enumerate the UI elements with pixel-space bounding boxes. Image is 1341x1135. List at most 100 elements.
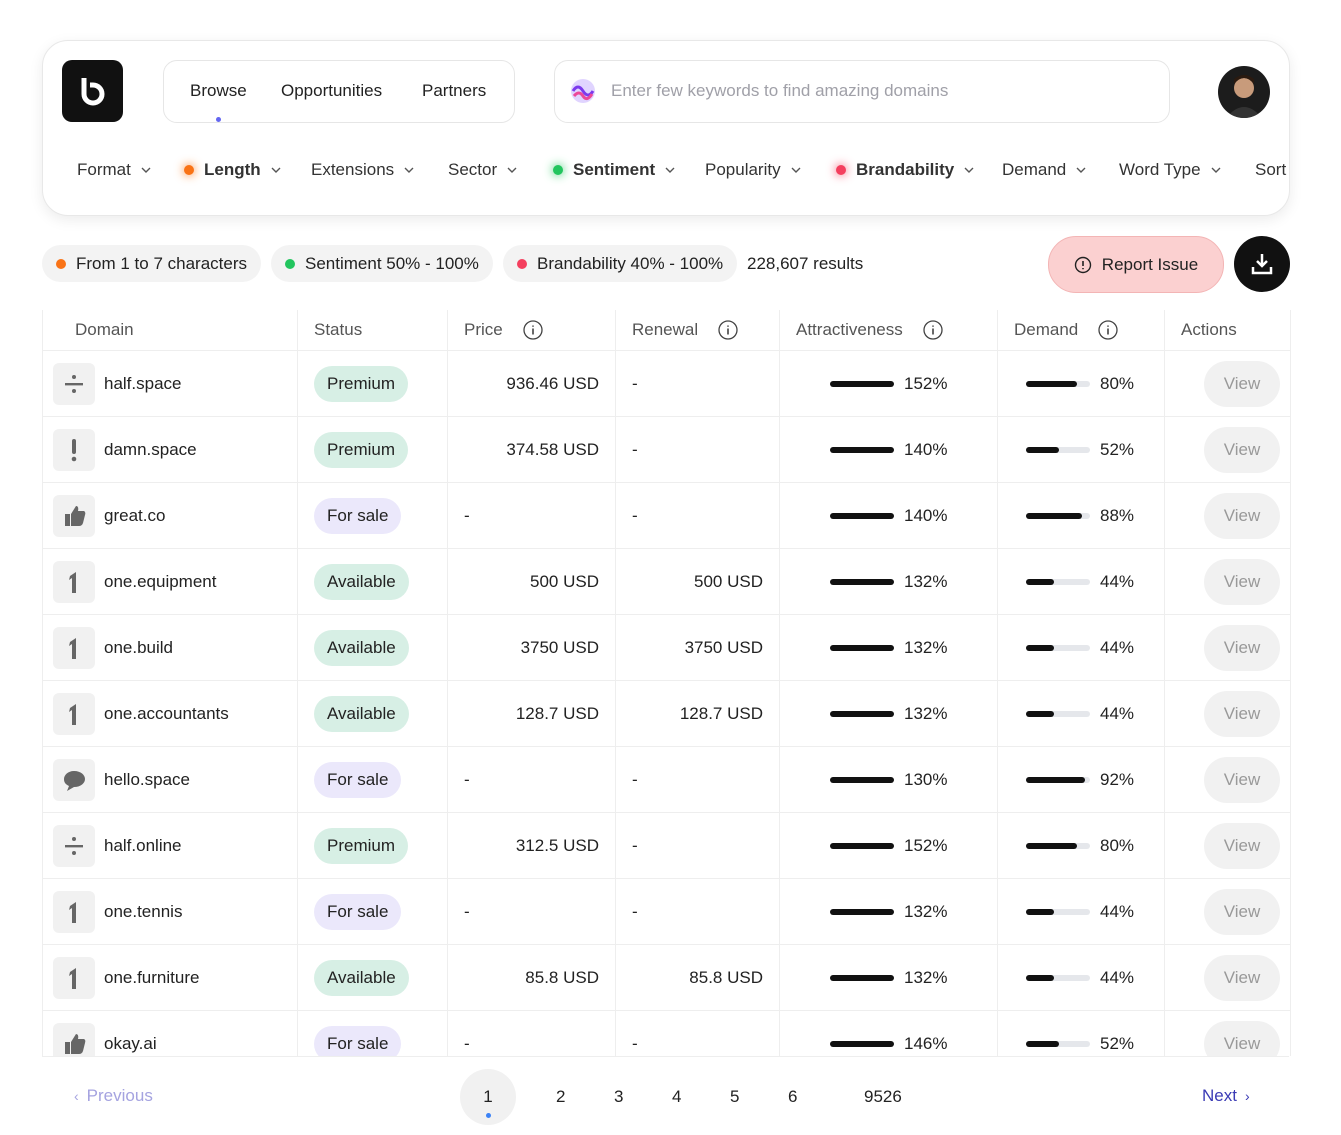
table-row: damn.space Premium 374.58 USD - 140% 52% View	[43, 417, 1290, 483]
price-value: -	[464, 1034, 470, 1053]
page-button[interactable]: 5	[730, 1087, 740, 1106]
attractiveness-bar	[830, 843, 894, 849]
demand-bar	[1026, 381, 1078, 387]
avatar[interactable]	[1218, 66, 1270, 118]
filter-label: Popularity	[705, 160, 781, 179]
chevron	[1076, 167, 1086, 173]
view-button[interactable]: View	[1204, 625, 1280, 671]
view-button[interactable]: View	[1204, 955, 1280, 1001]
view-button[interactable]: View	[1204, 427, 1280, 473]
view-button[interactable]: View	[1204, 823, 1280, 869]
search-logo	[571, 79, 595, 103]
filter-label: Length	[204, 160, 261, 179]
filter-dropdown[interactable]: Length	[184, 158, 281, 182]
filter-chip[interactable]: Brandability 40% - 100%	[503, 245, 738, 282]
nav-tab[interactable]: Opportunities	[281, 81, 383, 100]
status-badge: Premium	[314, 432, 409, 468]
view-button[interactable]: View	[1204, 757, 1280, 803]
page-button[interactable]: 6	[788, 1087, 798, 1106]
renewal-value: 85.8 USD	[689, 968, 763, 987]
filter-dropdown[interactable]: Demand	[1002, 158, 1086, 182]
renewal-value: -	[632, 440, 638, 459]
chip-label: From 1 to 7 characters	[76, 253, 248, 273]
filter-dropdown[interactable]: Word Type	[1119, 158, 1221, 182]
column-divider	[447, 310, 448, 1056]
table-row: okay.ai For sale - - 146% 52% View	[43, 1011, 1290, 1056]
chevron	[404, 167, 414, 173]
chevron	[141, 167, 151, 173]
attractiveness-bar	[830, 777, 894, 783]
demand-value: 44%	[1100, 704, 1135, 723]
chevron-left: ‹	[74, 1088, 79, 1104]
attractiveness-value: 132%	[904, 902, 948, 921]
avatar-image	[1226, 75, 1262, 118]
icon-glyph	[69, 968, 76, 989]
filter-dropdown[interactable]: Sentiment	[553, 158, 675, 182]
search-box[interactable]: Enter few keywords to find amazing domai…	[554, 60, 1170, 123]
previous-label: Previous	[86, 1086, 153, 1105]
view-button[interactable]: View	[1204, 691, 1280, 737]
page-button[interactable]: 1	[460, 1069, 516, 1125]
nav-tab[interactable]: Browse	[190, 81, 247, 100]
demand-value: 44%	[1100, 968, 1135, 987]
results-count: 228,607 results	[747, 254, 864, 273]
filter-dropdown[interactable]: Brandability	[836, 158, 974, 182]
view-button[interactable]: View	[1204, 493, 1280, 539]
filter-dropdown[interactable]: Sort	[1255, 158, 1286, 182]
status-badge: For sale	[314, 894, 402, 930]
renewal-value: -	[632, 770, 638, 789]
icon-glyph	[69, 902, 76, 923]
filter-label: Format	[77, 160, 131, 179]
demand-value: 88%	[1100, 506, 1135, 525]
download-button[interactable]	[1234, 236, 1290, 292]
demand-bar	[1026, 843, 1078, 849]
filter-dropdown[interactable]: Extensions	[311, 158, 414, 182]
domain-name: one.tennis	[104, 902, 183, 921]
attractiveness-bar	[830, 513, 894, 519]
demand-value: 52%	[1100, 1034, 1135, 1053]
status-badge: Premium	[314, 366, 409, 402]
filter-dropdown[interactable]: Sector	[448, 158, 517, 182]
view-button[interactable]: View	[1204, 889, 1280, 935]
filter-chip[interactable]: Sentiment 50% - 100%	[271, 245, 493, 282]
report-issue-button[interactable]: Report Issue	[1048, 236, 1224, 293]
next-button[interactable]: Next ›	[1202, 1086, 1250, 1106]
demand-track	[1026, 909, 1090, 915]
attractiveness-value: 152%	[904, 374, 948, 393]
status-badge: Available	[314, 564, 409, 600]
filter-chip[interactable]: From 1 to 7 characters	[42, 245, 262, 282]
filter-dropdown[interactable]: Format	[77, 158, 151, 182]
active-indicator	[216, 117, 221, 122]
view-button[interactable]: View	[1204, 559, 1280, 605]
price-value: -	[464, 770, 470, 789]
chevron	[964, 167, 974, 173]
domain-icon	[53, 693, 95, 735]
demand-value: 80%	[1100, 836, 1135, 855]
attractiveness-bar	[830, 579, 894, 585]
attractiveness-value: 140%	[904, 440, 948, 459]
view-button[interactable]: View	[1204, 1021, 1280, 1056]
demand-value: 44%	[1100, 638, 1135, 657]
filter-label: Sort	[1255, 160, 1287, 179]
column-divider	[997, 310, 998, 1056]
attractiveness-value: 132%	[904, 572, 948, 591]
renewal-value: 3750 USD	[684, 638, 763, 657]
page-button[interactable]: 2	[556, 1087, 566, 1106]
header-card	[42, 40, 1290, 216]
nav-tab[interactable]: Partners	[422, 81, 487, 100]
domain-name: hello.space	[104, 770, 191, 789]
column-header: Price	[464, 310, 543, 350]
page-button[interactable]: 4	[672, 1087, 682, 1106]
page-button[interactable]: 3	[614, 1087, 624, 1106]
previous-button[interactable]: ‹ Previous	[74, 1086, 153, 1106]
view-button[interactable]: View	[1204, 361, 1280, 407]
renewal-value: -	[632, 902, 638, 921]
filter-dot	[184, 165, 194, 175]
filter-dropdown[interactable]: Popularity	[705, 158, 801, 182]
logo[interactable]	[62, 60, 123, 122]
page-button[interactable]: 9526	[864, 1087, 902, 1106]
info-icon	[718, 320, 738, 340]
pagination: ‹ Previous 1 2 3 4 5 6 9526 Next ›	[42, 1056, 1289, 1135]
tab-bar: Browse Opportunities Partners	[163, 60, 515, 123]
